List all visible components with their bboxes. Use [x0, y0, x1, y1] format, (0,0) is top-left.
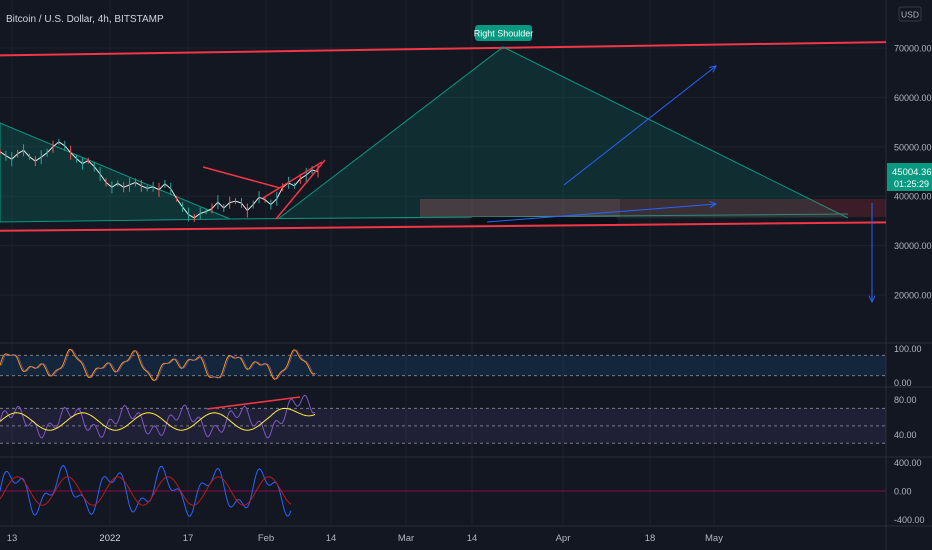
pattern-right-shoulder [278, 47, 848, 219]
x-tick-label: 13 [7, 533, 18, 544]
x-tick-label: 14 [467, 533, 478, 544]
trend-line-rising [262, 161, 323, 199]
osc1-y-tick-label: 0.00 [894, 378, 912, 388]
osc2-signal-line [0, 407, 316, 431]
right-shoulder-label-bg [475, 25, 532, 41]
osc1-line [0, 348, 316, 382]
x-tick-label: 2022 [99, 533, 120, 544]
price-tag-bg [887, 163, 932, 191]
channel-lower-line [0, 221, 887, 232]
trend-line-falling [202, 166, 281, 189]
projection-arrow-flat [486, 203, 717, 223]
dark-zone-bar [470, 217, 618, 224]
osc3-signal-line [0, 476, 292, 506]
osc2-y-tick-label: 80.00 [894, 395, 917, 405]
osc2-line [0, 394, 316, 439]
x-tick-label: Apr [556, 533, 571, 544]
right-shoulder-label: Right Shoulder [474, 29, 534, 39]
currency-badge: USD [901, 10, 919, 20]
currency-badge-border[interactable] [898, 6, 922, 22]
pattern-right-shoulder-outline [277, 46, 849, 220]
resistance-zone [420, 199, 886, 217]
price-tag-countdown: 01:25:29 [894, 179, 929, 189]
osc1-band [0, 355, 886, 376]
resistance-zone-highlight [420, 199, 620, 217]
trend-line-wedge [275, 159, 326, 220]
chart-title: Bitcoin / U.S. Dollar, 4h, BITSTAMP [6, 14, 164, 25]
osc2-divergence-line [206, 396, 301, 410]
osc1-y-tick-label: 100.00 [894, 344, 922, 354]
osc3-y-tick-label: 400.00 [894, 458, 922, 468]
x-tick-label: Feb [258, 533, 274, 544]
x-tick-label: 17 [183, 533, 194, 544]
osc3-line [0, 464, 292, 517]
channel-upper-line [0, 41, 887, 57]
projection-arrow-up [563, 65, 717, 186]
projection-arrow-up-head [709, 65, 717, 73]
projection-arrow-down-head [868, 295, 876, 304]
y-tick-label: 60000.00 [894, 93, 932, 103]
price-tag-value: 45004.36 [892, 167, 932, 178]
projection-arrow-flat-head [709, 200, 718, 208]
y-tick-label: 30000.00 [894, 241, 932, 251]
x-tick-label: 14 [326, 533, 337, 544]
y-tick-label: 40000.00 [894, 192, 932, 202]
x-tick-label: May [705, 533, 723, 544]
y-tick-label: 50000.00 [894, 142, 932, 152]
pattern-neckline [229, 213, 849, 220]
x-tick-label: Mar [398, 533, 414, 544]
osc2-y-tick-label: 40.00 [894, 430, 917, 440]
osc1-signal-line [1, 348, 317, 381]
osc3-y-tick-label: -400.00 [894, 515, 925, 525]
x-tick-label: 18 [645, 533, 656, 544]
y-tick-label: 20000.00 [894, 291, 932, 301]
pattern-left-wedge [0, 122, 231, 223]
osc3-y-tick-label: 0.00 [894, 487, 912, 497]
y-tick-label: 70000.00 [894, 44, 932, 54]
